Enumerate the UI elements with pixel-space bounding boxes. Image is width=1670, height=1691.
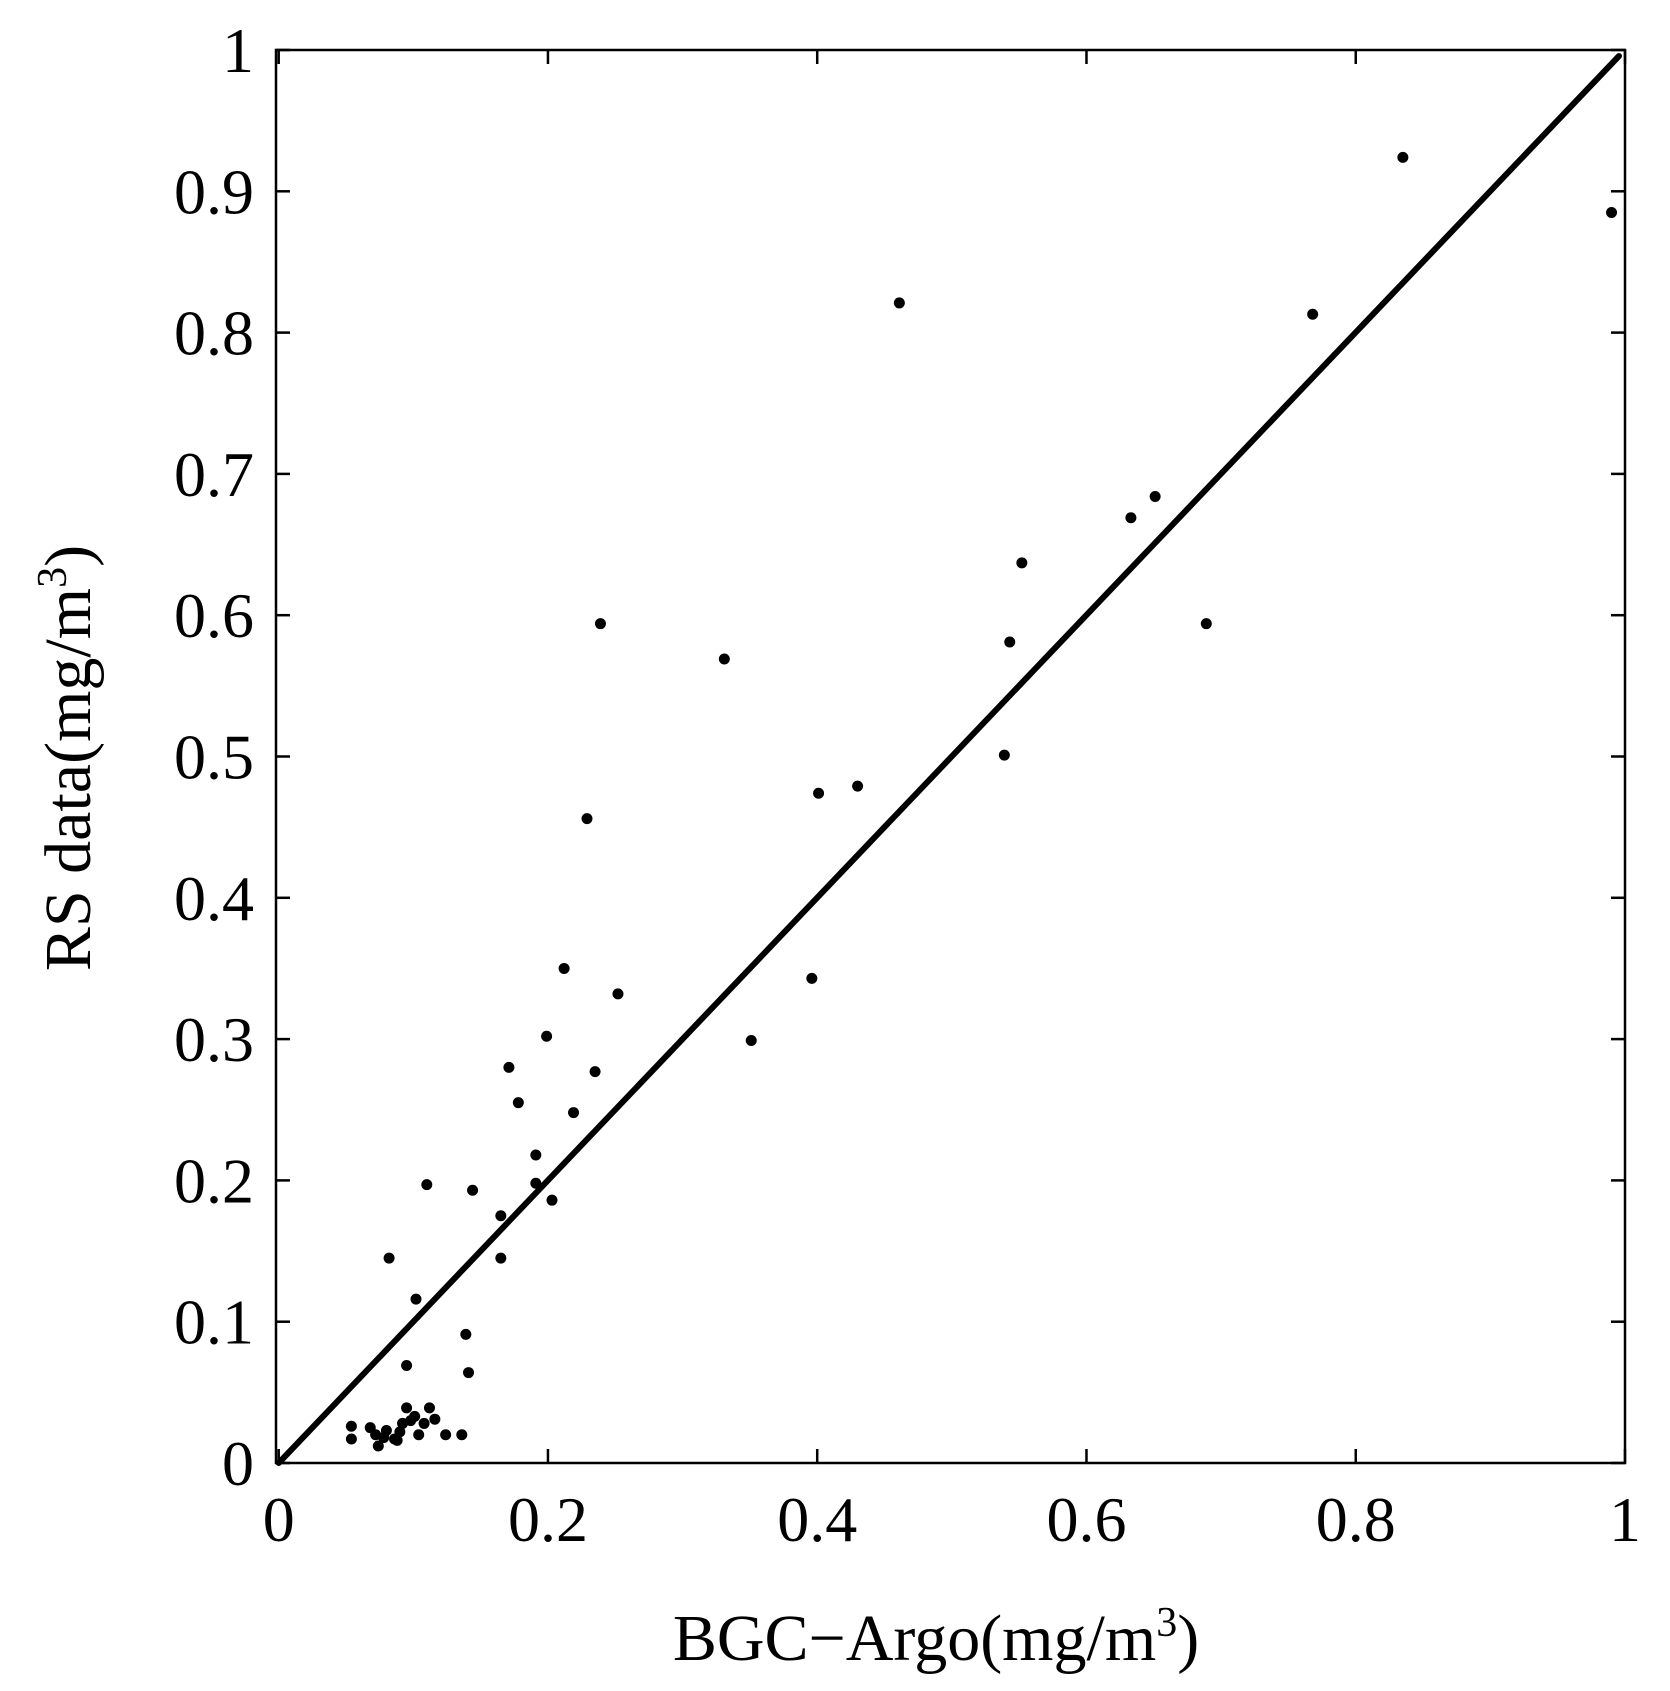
data-point — [1200, 618, 1212, 630]
y-tick-label: 0.2 — [174, 1145, 254, 1216]
data-point — [998, 749, 1010, 761]
y-tick-label: 0.1 — [174, 1287, 254, 1358]
data-point — [745, 1035, 757, 1047]
data-point — [852, 780, 864, 792]
y-tick-label: 0.4 — [174, 863, 254, 934]
y-axis-title: RS data(mg/m3) — [30, 545, 105, 971]
data-point — [391, 1434, 403, 1446]
data-point — [1307, 308, 1319, 320]
x-tick-label: 1 — [1609, 1484, 1641, 1555]
y-tick-label: 0.7 — [174, 439, 254, 510]
y-tick-label: 1 — [222, 15, 254, 86]
plot-area: 0 0.2 0.4 0.6 0.8 1 0 0.1 0.2 0.3 0.4 0.5 0.6 0.7 0.8 0… — [174, 15, 1641, 1555]
data-point — [394, 1426, 406, 1438]
data-point — [467, 1184, 479, 1196]
x-tick-label: 0 — [263, 1484, 295, 1555]
data-point — [401, 1360, 413, 1372]
data-point — [345, 1433, 357, 1445]
x-tick-label: 0.6 — [1046, 1484, 1126, 1555]
data-point — [568, 1107, 580, 1119]
data-point — [589, 1066, 601, 1078]
y-tick-label: 0 — [222, 1428, 254, 1499]
data-point — [410, 1293, 422, 1305]
data-point — [806, 972, 818, 984]
data-point — [530, 1149, 542, 1161]
data-point — [1149, 491, 1161, 503]
data-point — [495, 1210, 507, 1222]
y-tick-label: 0.8 — [174, 298, 254, 369]
data-point — [594, 618, 606, 630]
data-point — [558, 962, 570, 974]
data-point — [345, 1420, 357, 1432]
data-point — [463, 1367, 475, 1379]
data-point — [612, 988, 624, 1000]
data-point — [1016, 557, 1028, 569]
data-point — [503, 1061, 515, 1073]
data-point — [378, 1432, 390, 1444]
data-point — [372, 1440, 384, 1452]
data-point — [456, 1429, 468, 1441]
data-point — [546, 1194, 558, 1206]
y-tick-label: 0.6 — [174, 580, 254, 651]
data-point — [383, 1252, 395, 1264]
one-to-one-line — [275, 53, 1622, 1466]
y-tick-label: 0.9 — [174, 156, 254, 227]
data-point — [512, 1097, 524, 1109]
x-tick-label: 0.4 — [777, 1484, 857, 1555]
x-tick-label: 0.8 — [1316, 1484, 1396, 1555]
data-point — [429, 1413, 441, 1425]
data-point — [418, 1417, 430, 1429]
data-point — [413, 1429, 425, 1441]
data-point — [460, 1328, 472, 1340]
data-point — [530, 1177, 542, 1189]
data-point — [581, 813, 593, 825]
data-point — [423, 1402, 435, 1414]
x-tick-label: 0.2 — [508, 1484, 588, 1555]
y-tick-label: 0.3 — [174, 1004, 254, 1075]
x-axis-title: BGC−Argo(mg/m3) — [673, 1600, 1199, 1675]
data-point — [813, 787, 825, 799]
data-point — [409, 1410, 421, 1422]
data-point — [421, 1179, 433, 1191]
data-point — [440, 1429, 452, 1441]
data-point — [541, 1030, 553, 1042]
data-point — [1397, 151, 1409, 163]
data-point — [1004, 636, 1016, 648]
data-point — [893, 297, 905, 309]
data-point — [1125, 512, 1137, 524]
data-point — [1606, 206, 1618, 218]
data-point — [495, 1252, 507, 1264]
y-tick-label: 0.5 — [174, 722, 254, 793]
data-point — [718, 653, 730, 665]
data-point — [401, 1402, 413, 1414]
